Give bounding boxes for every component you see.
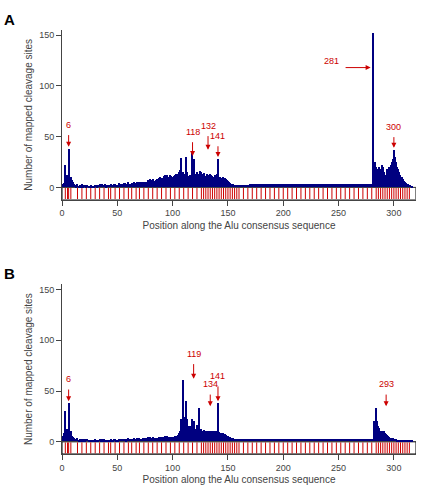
- svg-text:6: 6: [66, 120, 71, 130]
- svg-text:293: 293: [379, 379, 394, 389]
- svg-text:50: 50: [44, 386, 54, 396]
- svg-text:0: 0: [49, 183, 54, 193]
- svg-text:300: 300: [386, 208, 401, 218]
- svg-text:141: 141: [210, 131, 225, 141]
- svg-text:150: 150: [39, 30, 54, 40]
- svg-text:Position along the Alu consens: Position along the Alu consensus sequenc…: [143, 220, 336, 231]
- svg-text:200: 200: [276, 463, 291, 473]
- svg-text:100: 100: [39, 335, 54, 345]
- svg-text:Number of mapped cleavage site: Number of mapped cleavage sites: [23, 293, 34, 445]
- svg-text:200: 200: [276, 208, 291, 218]
- svg-text:134: 134: [203, 379, 218, 389]
- svg-text:300: 300: [386, 463, 401, 473]
- svg-text:100: 100: [39, 81, 54, 91]
- svg-text:119: 119: [187, 349, 201, 359]
- svg-text:132: 132: [201, 121, 216, 131]
- svg-text:50: 50: [112, 208, 122, 218]
- svg-text:0: 0: [59, 208, 64, 218]
- svg-text:150: 150: [220, 463, 235, 473]
- svg-text:50: 50: [44, 132, 54, 142]
- svg-text:281: 281: [324, 56, 339, 66]
- svg-text:50: 50: [112, 463, 122, 473]
- svg-text:300: 300: [386, 122, 401, 132]
- svg-text:A: A: [4, 11, 15, 28]
- svg-text:100: 100: [165, 463, 180, 473]
- svg-text:150: 150: [220, 208, 235, 218]
- svg-text:100: 100: [165, 208, 180, 218]
- svg-text:250: 250: [331, 208, 346, 218]
- svg-text:150: 150: [39, 285, 54, 295]
- svg-text:250: 250: [331, 463, 346, 473]
- svg-text:Position along the Alu consens: Position along the Alu consensus sequenc…: [143, 474, 336, 485]
- svg-text:118: 118: [186, 127, 200, 137]
- svg-text:0: 0: [59, 463, 64, 473]
- svg-text:6: 6: [66, 374, 71, 384]
- svg-text:B: B: [4, 265, 15, 282]
- svg-text:141: 141: [210, 371, 225, 381]
- svg-text:Number of mapped cleavage site: Number of mapped cleavage sites: [23, 39, 34, 191]
- svg-text:0: 0: [49, 437, 54, 447]
